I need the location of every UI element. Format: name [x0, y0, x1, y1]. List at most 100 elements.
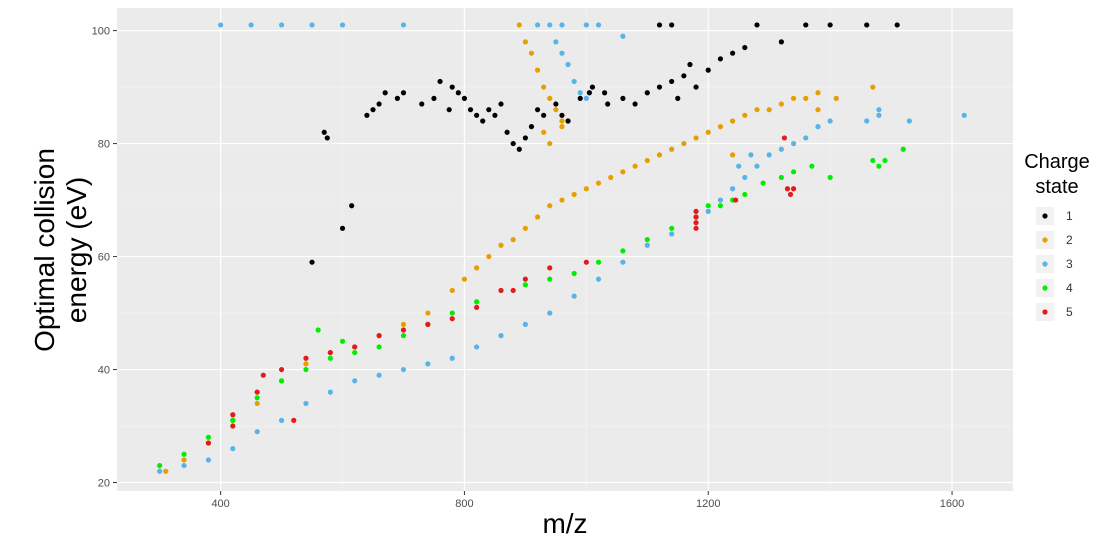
data-point-charge-1	[605, 101, 611, 107]
data-point-charge-5	[510, 287, 516, 294]
data-point-charge-3	[534, 22, 541, 28]
data-point-charge-1	[437, 78, 443, 85]
data-point-charge-3	[522, 321, 528, 327]
data-point-charge-3	[254, 429, 260, 435]
data-point-charge-4	[157, 462, 163, 469]
data-point-charge-3	[730, 186, 736, 192]
data-point-charge-2	[534, 67, 541, 73]
data-point-charge-1	[370, 107, 376, 113]
data-point-charge-3	[620, 33, 626, 39]
legend-label-1: 1	[1066, 209, 1073, 223]
data-point-charge-5	[790, 186, 797, 192]
legend-title-line: Charge	[1024, 151, 1090, 173]
data-point-charge-3	[595, 276, 602, 282]
data-point-charge-2	[730, 118, 736, 124]
y-axis-title-line: Optimal collision	[29, 148, 60, 352]
data-point-charge-2	[730, 152, 736, 158]
data-point-charge-2	[553, 107, 559, 113]
data-point-charge-2	[595, 180, 602, 186]
data-point-charge-4	[352, 349, 358, 356]
data-point-charge-2	[461, 276, 468, 282]
data-point-charge-2	[534, 214, 541, 220]
data-point-charge-4	[778, 174, 784, 181]
data-points	[157, 22, 967, 474]
data-point-charge-5	[303, 355, 309, 361]
data-point-charge-2	[870, 84, 876, 90]
data-point-charge-1	[498, 101, 504, 107]
data-point-charge-2	[644, 157, 650, 164]
data-point-charge-1	[522, 135, 528, 141]
data-point-charge-1	[742, 44, 748, 51]
data-point-charge-2	[583, 186, 589, 192]
data-point-charge-1	[675, 95, 681, 101]
data-point-charge-2	[486, 253, 492, 260]
data-point-charge-3	[157, 468, 163, 474]
data-point-charge-1	[693, 84, 699, 90]
data-point-charge-3	[339, 22, 346, 28]
data-point-charge-4	[315, 327, 321, 333]
data-point-charge-5	[260, 372, 266, 378]
data-point-charge-4	[522, 282, 528, 288]
data-point-charge-1	[644, 90, 650, 96]
data-point-charge-2	[522, 225, 528, 231]
data-point-charge-1	[480, 118, 486, 124]
data-point-charge-3	[669, 231, 675, 237]
legend: Charge state 1 2 3 4 5	[1024, 151, 1090, 321]
data-point-charge-2	[571, 191, 577, 198]
data-point-charge-3	[815, 124, 821, 130]
data-point-charge-5	[254, 389, 260, 395]
data-point-charge-5	[547, 265, 553, 271]
data-point-charge-5	[230, 412, 236, 418]
data-point-charge-1	[864, 22, 870, 28]
data-point-charge-1	[349, 203, 355, 209]
plot-panel	[117, 8, 1013, 491]
data-point-charge-1	[474, 112, 480, 118]
data-point-charge-3	[827, 118, 833, 124]
data-point-charge-2	[833, 95, 839, 101]
data-point-charge-4	[400, 333, 407, 339]
data-point-charge-3	[425, 361, 431, 367]
x-axis-ticks: 400 800 1200 1600	[211, 491, 964, 510]
data-point-charge-5	[278, 366, 285, 373]
data-point-charge-1	[778, 39, 784, 45]
legend-label-5: 5	[1066, 305, 1073, 319]
data-point-charge-1	[376, 101, 382, 107]
data-point-charge-2	[425, 310, 431, 316]
legend-label-4: 4	[1066, 281, 1073, 295]
data-point-charge-2	[681, 140, 687, 147]
data-point-charge-1	[461, 95, 468, 101]
data-point-charge-1	[504, 129, 510, 135]
data-point-charge-3	[571, 293, 577, 299]
data-point-charge-5	[693, 214, 699, 220]
y-tick-label: 80	[98, 139, 110, 151]
data-point-charge-1	[382, 90, 388, 96]
data-point-charge-3	[778, 146, 784, 152]
data-point-charge-4	[742, 191, 748, 198]
data-point-charge-5	[327, 349, 333, 356]
data-point-charge-3	[583, 22, 589, 28]
data-point-charge-3	[736, 163, 742, 169]
legend-key-4	[1042, 285, 1048, 291]
data-point-charge-5	[583, 259, 589, 265]
data-point-charge-4	[278, 378, 285, 384]
data-point-charge-2	[559, 118, 565, 124]
data-point-charge-2	[656, 152, 663, 158]
data-point-charge-3	[278, 22, 285, 28]
legend-key-5	[1042, 309, 1048, 315]
data-point-charge-4	[230, 417, 236, 423]
data-point-charge-3	[565, 61, 571, 68]
data-point-charge-2	[815, 90, 821, 96]
data-point-charge-2	[815, 107, 821, 113]
data-point-charge-4	[705, 203, 711, 209]
data-point-charge-5	[205, 440, 212, 446]
data-point-charge-4	[900, 146, 906, 152]
data-point-charge-1	[589, 84, 596, 90]
data-point-charge-1	[339, 225, 346, 231]
legend-key-2	[1042, 237, 1048, 243]
data-point-charge-1	[656, 22, 663, 28]
data-point-charge-3	[352, 378, 358, 384]
data-point-charge-2	[632, 163, 638, 169]
data-point-charge-1	[687, 61, 693, 68]
data-point-charge-1	[516, 146, 522, 152]
